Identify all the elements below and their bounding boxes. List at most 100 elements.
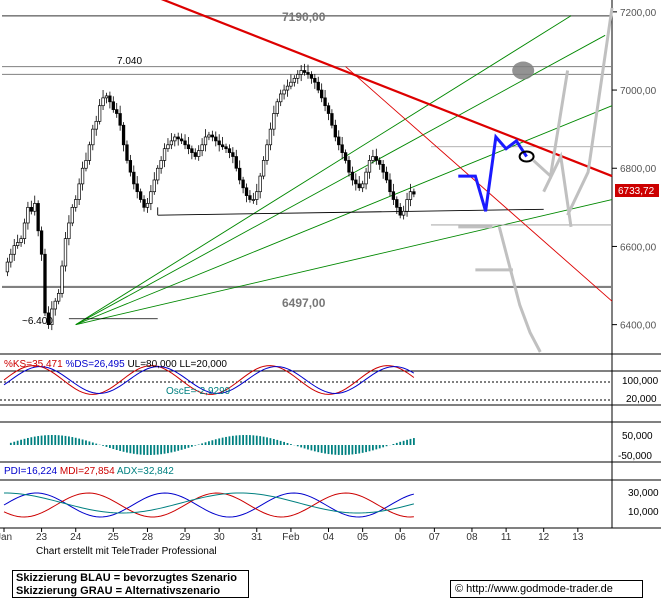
candle-body — [149, 191, 153, 204]
stoch-ds-line — [3, 366, 415, 394]
y-tick-label: 7000,00 — [620, 86, 657, 97]
candle-body — [57, 293, 61, 302]
candle-body — [405, 199, 409, 212]
stoch-tick-label: 100,000 — [622, 376, 659, 387]
candle-body — [248, 195, 252, 200]
candle-body — [159, 160, 163, 169]
candle-body — [320, 89, 324, 99]
candle-body — [285, 85, 290, 91]
candle-body — [166, 144, 170, 150]
candle-body — [60, 265, 64, 294]
candle-body — [261, 160, 266, 177]
candle-body — [343, 152, 348, 161]
high-label: 7190,00 — [282, 10, 326, 24]
candle-body — [173, 136, 177, 142]
candle-body — [104, 95, 109, 99]
fan-line — [75, 105, 613, 326]
candle-body — [251, 199, 255, 201]
fan-line — [75, 15, 572, 326]
target-circle — [518, 150, 535, 163]
x-tick-label: Jan — [0, 532, 12, 543]
candle-body — [67, 222, 71, 239]
candle-body — [16, 242, 20, 247]
candle-body — [238, 167, 242, 181]
candle-body — [63, 238, 68, 267]
candle-body — [5, 261, 10, 273]
low-label: ~6.400 — [22, 316, 53, 327]
dmi-legend: PDI=16,224 MDI=27,854 ADX=32,842 — [4, 466, 174, 477]
candle-body — [101, 97, 105, 107]
source-url-box[interactable]: © http://www.godmode-trader.de — [450, 580, 643, 598]
candle-body — [337, 136, 341, 146]
candle-body — [333, 124, 337, 138]
source-url[interactable]: http://www.godmode-trader.de — [466, 583, 613, 595]
candle-body — [118, 113, 122, 126]
candle-body — [138, 191, 143, 200]
candle-body — [183, 140, 187, 146]
dmi-tick-label: 30,000 — [628, 488, 659, 499]
candle-body — [388, 179, 392, 193]
candle-body — [33, 203, 37, 212]
support-line — [157, 208, 544, 216]
x-tick-label: 13 — [572, 532, 584, 543]
dmi-mdi-line — [3, 492, 414, 518]
dmi-tick-label: 10,000 — [628, 507, 659, 518]
y-tick-label: 7200,00 — [620, 8, 657, 19]
candle-body — [186, 144, 191, 150]
candle-body — [292, 77, 296, 83]
candle-body — [176, 136, 180, 140]
dmi-pdi-line — [3, 492, 415, 518]
candle-body — [46, 312, 51, 325]
x-tick-label: Feb — [282, 532, 300, 543]
stoch-legend: %KS=35,471 %DS=26,495 UL=80,000 LL=20,00… — [4, 359, 227, 370]
oscillator-panel: OscE=-2,9299 50,000 -50,000 — [9, 386, 653, 462]
candle-body — [306, 72, 310, 75]
candle-body — [132, 171, 136, 185]
candle-body — [9, 253, 13, 263]
candle-body — [197, 150, 201, 157]
candle-body — [275, 101, 279, 114]
copyright-icon: © — [455, 583, 464, 595]
x-tick-label: 06 — [395, 532, 407, 543]
x-tick-label: 28 — [142, 532, 154, 543]
x-tick-label: 12 — [538, 532, 550, 543]
stoch-legend-ll: LL=20,000 — [179, 359, 227, 370]
candle-body — [84, 160, 88, 169]
candle-body — [108, 95, 112, 103]
candle-body — [43, 253, 47, 314]
candle-body — [289, 81, 293, 87]
candle-body — [39, 230, 44, 255]
candle-body — [347, 160, 351, 173]
gray-scenario-path — [542, 151, 573, 228]
candle-body — [50, 308, 54, 325]
candle-body — [272, 113, 276, 130]
candle-body — [258, 175, 262, 193]
x-tick-label: 05 — [357, 532, 369, 543]
candle-body — [162, 148, 167, 161]
blue-scenario-path — [458, 133, 528, 212]
candle-body — [323, 97, 327, 107]
candle-body — [53, 300, 57, 310]
candle-body — [330, 113, 334, 126]
candle-body — [121, 124, 126, 146]
candle-body — [220, 144, 225, 148]
y-tick-label: 6400,00 — [620, 321, 657, 332]
candle-body — [29, 206, 33, 212]
candle-body — [395, 199, 399, 208]
candle-body — [255, 191, 259, 200]
dmi-legend-adx: ADX=32,842 — [117, 466, 174, 477]
stoch-ks-line — [3, 365, 415, 395]
candle-body — [80, 167, 85, 185]
candle-body — [384, 171, 389, 181]
price-panel: 7200,00 7000,00 6800,00 6600,00 6400,00 7190,… — [0, 0, 661, 529]
candle-body — [152, 179, 156, 193]
fan-line — [75, 34, 606, 326]
x-tick-label: 31 — [251, 532, 263, 543]
candle-body — [190, 148, 194, 153]
candle-body — [203, 136, 208, 146]
candle-body — [210, 134, 215, 138]
dmi-legend-pdi: PDI=16,224 — [4, 466, 60, 477]
candle-body — [282, 89, 286, 95]
candle-body — [227, 148, 232, 153]
